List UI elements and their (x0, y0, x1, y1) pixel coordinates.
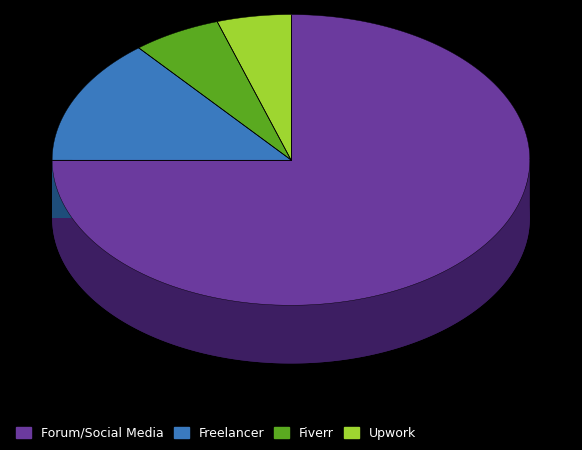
Polygon shape (52, 160, 291, 218)
Polygon shape (52, 73, 530, 364)
Polygon shape (52, 14, 530, 305)
Polygon shape (52, 160, 291, 218)
Polygon shape (139, 22, 291, 160)
Legend: Forum/Social Media, Freelancer, Fiverr, Upwork: Forum/Social Media, Freelancer, Fiverr, … (12, 423, 420, 444)
Polygon shape (52, 158, 530, 364)
Polygon shape (52, 48, 291, 160)
Polygon shape (217, 14, 291, 160)
